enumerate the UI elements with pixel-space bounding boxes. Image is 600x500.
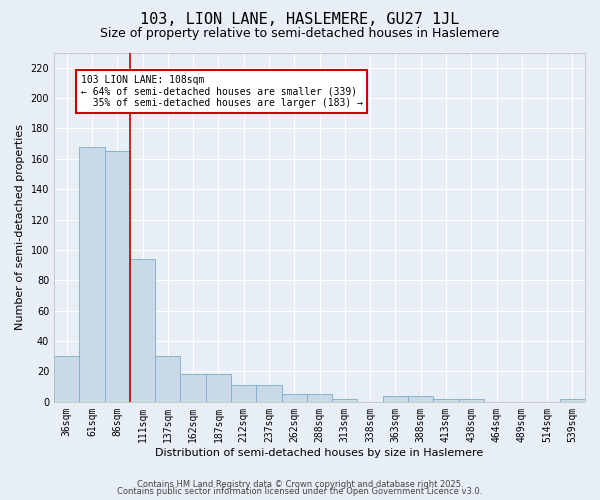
Text: Contains public sector information licensed under the Open Government Licence v3: Contains public sector information licen… (118, 487, 482, 496)
Bar (155, 356, 181, 402)
Bar (54, 356, 79, 402)
Y-axis label: Number of semi-detached properties: Number of semi-detached properties (15, 124, 25, 330)
Text: Size of property relative to semi-detached houses in Haslemere: Size of property relative to semi-detach… (100, 28, 500, 40)
Bar (256, 385, 281, 402)
Text: Contains HM Land Registry data © Crown copyright and database right 2025.: Contains HM Land Registry data © Crown c… (137, 480, 463, 489)
Bar (383, 396, 408, 402)
Bar (560, 399, 585, 402)
Bar (408, 396, 433, 402)
Bar (458, 399, 484, 402)
Bar (181, 374, 206, 402)
Text: 103, LION LANE, HASLEMERE, GU27 1JL: 103, LION LANE, HASLEMERE, GU27 1JL (140, 12, 460, 28)
Bar (206, 374, 231, 402)
Bar (231, 385, 256, 402)
Bar (281, 394, 307, 402)
Bar (104, 151, 130, 402)
Bar (79, 146, 104, 402)
Text: 103 LION LANE: 108sqm
← 64% of semi-detached houses are smaller (339)
  35% of s: 103 LION LANE: 108sqm ← 64% of semi-deta… (80, 76, 362, 108)
Bar (130, 259, 155, 402)
X-axis label: Distribution of semi-detached houses by size in Haslemere: Distribution of semi-detached houses by … (155, 448, 484, 458)
Bar (307, 394, 332, 402)
Bar (433, 399, 458, 402)
Bar (332, 399, 358, 402)
